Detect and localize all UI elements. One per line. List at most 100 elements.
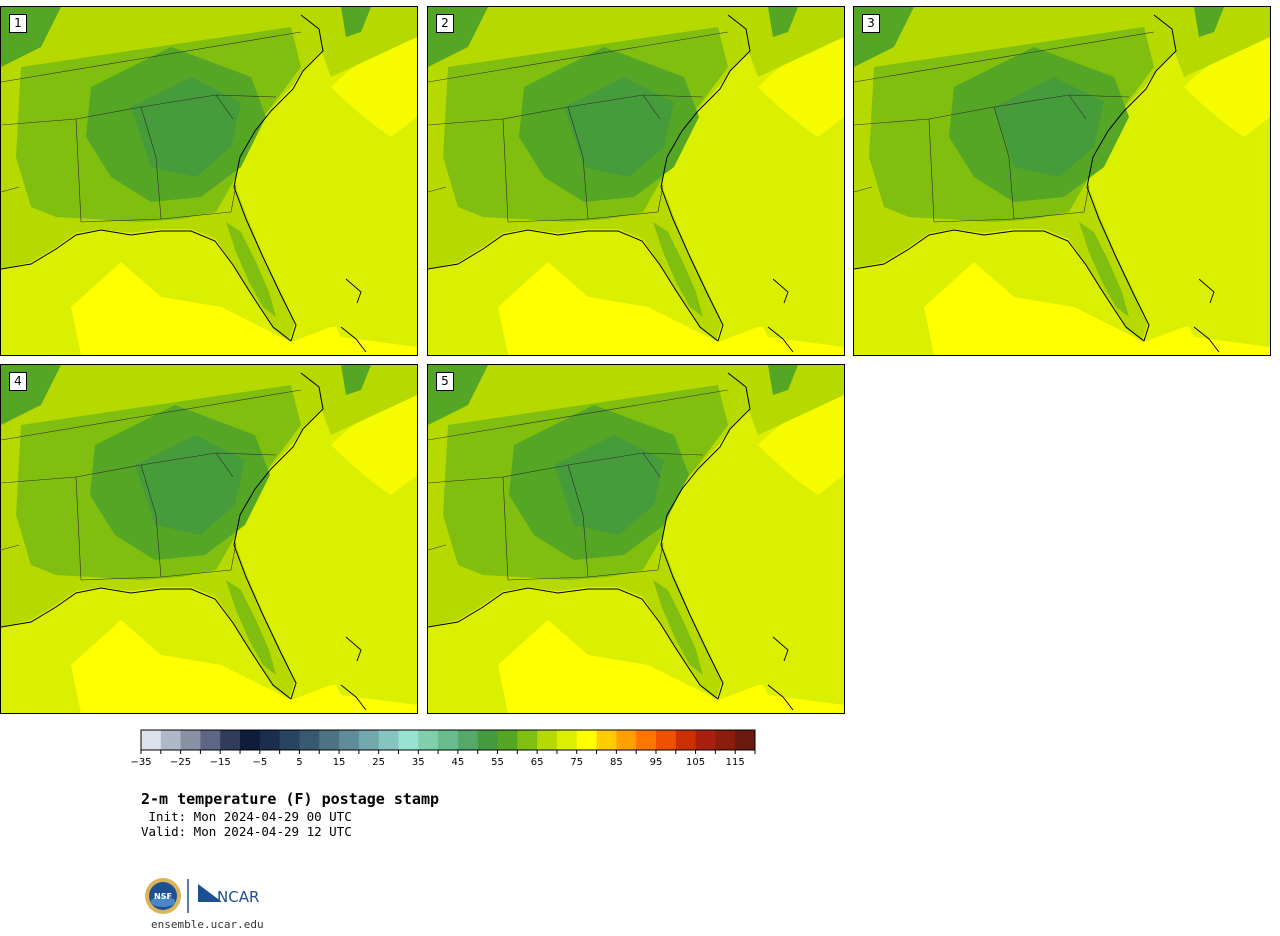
colorbar-swatch (517, 730, 538, 750)
colorbar-swatch (438, 730, 459, 750)
state-border (428, 544, 447, 551)
warm-gulf-region (71, 262, 417, 355)
state-border (428, 31, 729, 83)
colorbar-swatch (457, 730, 479, 750)
colorbar-swatch (279, 730, 300, 750)
colorbar-swatch (675, 730, 696, 750)
nsf-seal-icon: NSF (145, 878, 181, 914)
state-border (140, 106, 162, 220)
colorbar-tick-label: −5 (252, 757, 267, 768)
nsf-ncar-logo: NSF NCAR (145, 878, 259, 914)
northeast-patch (1194, 7, 1224, 37)
colorbar-swatch (655, 730, 677, 750)
state-border (642, 94, 661, 120)
colorbar-swatch (259, 730, 281, 750)
panel-number-label: 1 (9, 14, 27, 33)
state-border (80, 211, 232, 223)
state-border (933, 211, 1085, 223)
state-border (75, 118, 82, 223)
appalachian-core (994, 77, 1104, 177)
state-border (215, 452, 234, 478)
atlantic-warm-patch (331, 37, 417, 137)
site-url: ensemble.ucar.edu (151, 918, 264, 931)
state-border (642, 452, 661, 478)
north-atlantic-band (1154, 7, 1270, 77)
colorbar-tick-label: −35 (130, 757, 151, 768)
colorbar-swatch (180, 730, 201, 750)
colorbar-tick-label: 95 (650, 757, 663, 768)
state-border (215, 94, 234, 120)
colorbar-tick-label: 105 (686, 757, 705, 768)
state-border (507, 569, 659, 581)
state-border (854, 186, 873, 193)
temperature-colorbar: −35 −25 −15 −5 5 15 25 35 45 55 65 75 85 95 105 115 (130, 729, 756, 768)
panel-number-label: 3 (862, 14, 880, 33)
temperature-map-1 (1, 7, 417, 355)
north-atlantic-band (301, 365, 417, 435)
colorbar-tick-label: 25 (372, 757, 385, 768)
valid-time: Valid: Mon 2024-04-29 12 UTC (141, 824, 352, 839)
coastline (1, 372, 324, 700)
member-map-panel-4: 4 (0, 364, 418, 714)
colorbar-swatch (616, 730, 637, 750)
state-border (75, 476, 82, 581)
coastline (854, 14, 1177, 342)
north-atlantic-band (728, 365, 844, 435)
temperature-map-2 (428, 7, 844, 355)
state-border (1068, 94, 1087, 120)
member-map-panel-2: 2 (427, 6, 845, 356)
colorbar-swatch (378, 730, 399, 750)
temperature-map-3 (854, 7, 1270, 355)
colorbar-swatch (735, 730, 756, 750)
florida-interior (226, 580, 276, 675)
colorbar-tick-label: 5 (296, 757, 302, 768)
member-map-panel-5: 5 (427, 364, 845, 714)
colorbar-frame (140, 729, 756, 751)
state-border (928, 118, 935, 223)
colorbar-tick-label: 85 (610, 757, 623, 768)
appalachian-core (564, 77, 674, 177)
colorbar-tick-label: 75 (570, 757, 583, 768)
island-outline (340, 636, 367, 711)
state-border (80, 569, 232, 581)
member-map-panel-1: 1 (0, 6, 418, 356)
colorbar-swatch (497, 730, 518, 750)
colorbar-tick-label: 55 (491, 757, 504, 768)
state-border (1, 544, 20, 551)
island-outline (767, 278, 794, 353)
colorbar-swatch (200, 730, 221, 750)
state-border (507, 211, 659, 223)
temperature-map-5 (428, 365, 844, 713)
atlantic-warm-patch (758, 395, 844, 495)
warm-gulf-region (498, 262, 844, 355)
colorbar-tick-label: 35 (412, 757, 425, 768)
colorbar-swatch (339, 730, 360, 750)
figure-title: 2-m temperature (F) postage stamp (141, 790, 440, 808)
warm-gulf-region (924, 262, 1270, 355)
colorbar-tick-label: 65 (531, 757, 544, 768)
colorbar-swatch (220, 730, 241, 750)
colorbar-tick-label: 115 (726, 757, 745, 768)
panel-number-label: 5 (436, 372, 454, 391)
state-border (567, 464, 589, 578)
state-border (1, 31, 302, 83)
warm-gulf-region (71, 620, 417, 713)
colorbar-swatch (418, 730, 439, 750)
state-border (1, 186, 20, 193)
florida-interior (1079, 222, 1129, 317)
colorbar-swatch (596, 730, 617, 750)
colorbar-swatch (358, 730, 380, 750)
state-border (140, 464, 162, 578)
colorbar-swatch (477, 730, 498, 750)
state-border (428, 389, 729, 441)
northeast-patch (768, 7, 798, 37)
temperature-map-4 (1, 365, 417, 713)
florida-interior (226, 222, 276, 317)
state-border (502, 476, 509, 581)
ncar-logo-text: NCAR (217, 888, 259, 906)
state-border (854, 31, 1155, 83)
colorbar-swatch (715, 730, 736, 750)
atlantic-warm-patch (758, 37, 844, 137)
florida-interior (653, 580, 703, 675)
nsf-logo-text: NSF (154, 892, 172, 901)
